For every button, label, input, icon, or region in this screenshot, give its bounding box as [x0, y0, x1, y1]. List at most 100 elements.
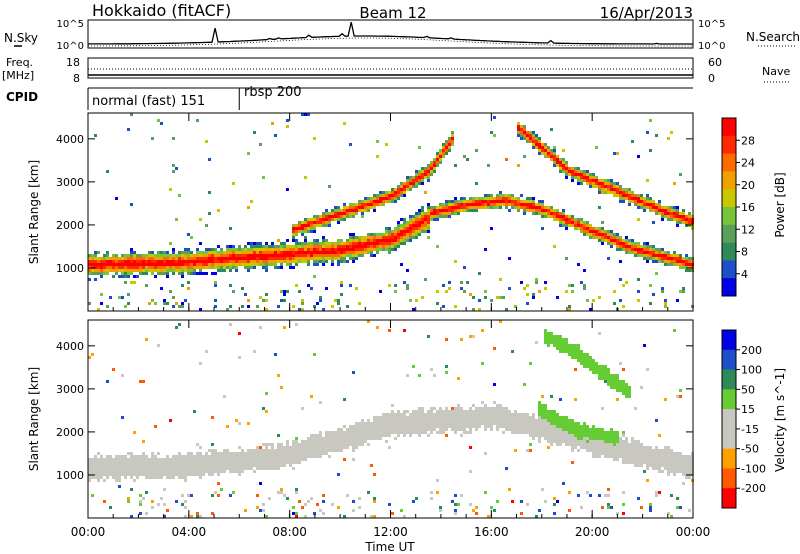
heatmap-cell	[628, 248, 631, 251]
heatmap-cell	[199, 263, 202, 266]
heatmap-cell	[505, 308, 508, 311]
heatmap-cell	[277, 491, 280, 494]
heatmap-cell	[154, 302, 157, 305]
heatmap-cell	[412, 419, 415, 422]
heatmap-cell	[580, 362, 583, 365]
heatmap-cell	[421, 422, 424, 425]
heatmap-cell	[397, 233, 400, 236]
heatmap-cell	[280, 455, 283, 458]
heatmap-cell	[448, 416, 451, 419]
heatmap-cell	[136, 467, 139, 470]
heatmap-cell	[499, 200, 502, 203]
heatmap-cell	[202, 260, 205, 263]
heatmap-cell	[370, 203, 373, 206]
heatmap-cell	[637, 446, 640, 449]
heatmap-cell	[253, 266, 256, 269]
heatmap-cell	[604, 494, 607, 497]
heatmap-cell	[595, 452, 598, 455]
heatmap-cell	[235, 260, 238, 263]
heatmap-cell	[349, 245, 352, 248]
heatmap-cell	[688, 467, 691, 470]
heatmap-cell	[196, 467, 199, 470]
heatmap-cell	[268, 254, 271, 257]
heatmap-cell	[613, 233, 616, 236]
heatmap-cell	[616, 242, 619, 245]
heatmap-cell	[613, 188, 616, 191]
heatmap-cell	[592, 233, 595, 236]
heatmap-cell	[364, 437, 367, 440]
heatmap-cell	[559, 158, 562, 161]
colorbar-frame	[721, 329, 737, 509]
heatmap-cell	[373, 416, 376, 419]
heatmap-cell	[421, 410, 424, 413]
heatmap-cell	[205, 455, 208, 458]
heatmap-cell	[616, 398, 619, 401]
heatmap-cell	[685, 470, 688, 473]
heatmap-cell	[565, 164, 568, 167]
heatmap-cell	[502, 422, 505, 425]
heatmap-cell	[649, 458, 652, 461]
heatmap-cell	[391, 239, 394, 242]
heatmap-cell	[523, 125, 526, 128]
heatmap-cell	[601, 365, 604, 368]
heatmap-cell	[619, 245, 622, 248]
heatmap-cell	[358, 209, 361, 212]
heatmap-cell	[520, 281, 523, 284]
heatmap-cell	[277, 452, 280, 455]
heatmap-cell	[217, 452, 220, 455]
heatmap-cell	[187, 473, 190, 476]
heatmap-cell	[565, 347, 568, 350]
heatmap-cell	[379, 242, 382, 245]
heatmap-cell	[271, 248, 274, 251]
heatmap-cell	[166, 476, 169, 479]
heatmap-cell	[658, 251, 661, 254]
heatmap-cell	[334, 257, 337, 260]
heatmap-cell	[349, 248, 352, 251]
heatmap-cell	[217, 266, 220, 269]
heatmap-cell	[208, 458, 211, 461]
heatmap-cell	[97, 260, 100, 263]
heatmap-cell	[595, 146, 598, 149]
heatmap-cell	[583, 359, 586, 362]
heatmap-cell	[136, 260, 139, 263]
heatmap-cell	[88, 476, 91, 479]
heatmap-cell	[679, 173, 682, 176]
heatmap-cell	[313, 512, 316, 515]
heatmap-cell	[625, 446, 628, 449]
heatmap-cell	[574, 368, 577, 371]
heatmap-cell	[430, 422, 433, 425]
heatmap-cell	[655, 203, 658, 206]
heatmap-cell	[556, 158, 559, 161]
heatmap-cell	[541, 422, 544, 425]
heatmap-cell	[250, 260, 253, 263]
heatmap-cell	[376, 251, 379, 254]
x-tick-label: 00:00	[676, 525, 711, 539]
heatmap-cell	[373, 431, 376, 434]
heatmap-cell	[541, 143, 544, 146]
heatmap-cell	[613, 302, 616, 305]
heatmap-cell	[427, 167, 430, 170]
heatmap-cell	[247, 263, 250, 266]
heatmap-cell	[604, 443, 607, 446]
heatmap-cell	[229, 464, 232, 467]
heatmap-cell	[112, 368, 115, 371]
heatmap-cell	[478, 299, 481, 302]
heatmap-cell	[91, 476, 94, 479]
heatmap-cell	[121, 473, 124, 476]
heatmap-cell	[559, 218, 562, 221]
heatmap-cell	[136, 269, 139, 272]
heatmap-cell	[280, 461, 283, 464]
cpid-mode-1: normal (fast) 151	[92, 94, 205, 109]
heatmap-cell	[160, 257, 163, 260]
heatmap-cell	[379, 245, 382, 248]
heatmap-cell	[343, 206, 346, 209]
heatmap-cell	[94, 467, 97, 470]
heatmap-cell	[217, 464, 220, 467]
heatmap-cell	[151, 257, 154, 260]
heatmap-cell	[607, 179, 610, 182]
heatmap-cell	[169, 269, 172, 272]
heatmap-cell	[553, 425, 556, 428]
heatmap-cell	[154, 275, 157, 278]
heatmap-cell	[136, 461, 139, 464]
heatmap-cell	[682, 215, 685, 218]
